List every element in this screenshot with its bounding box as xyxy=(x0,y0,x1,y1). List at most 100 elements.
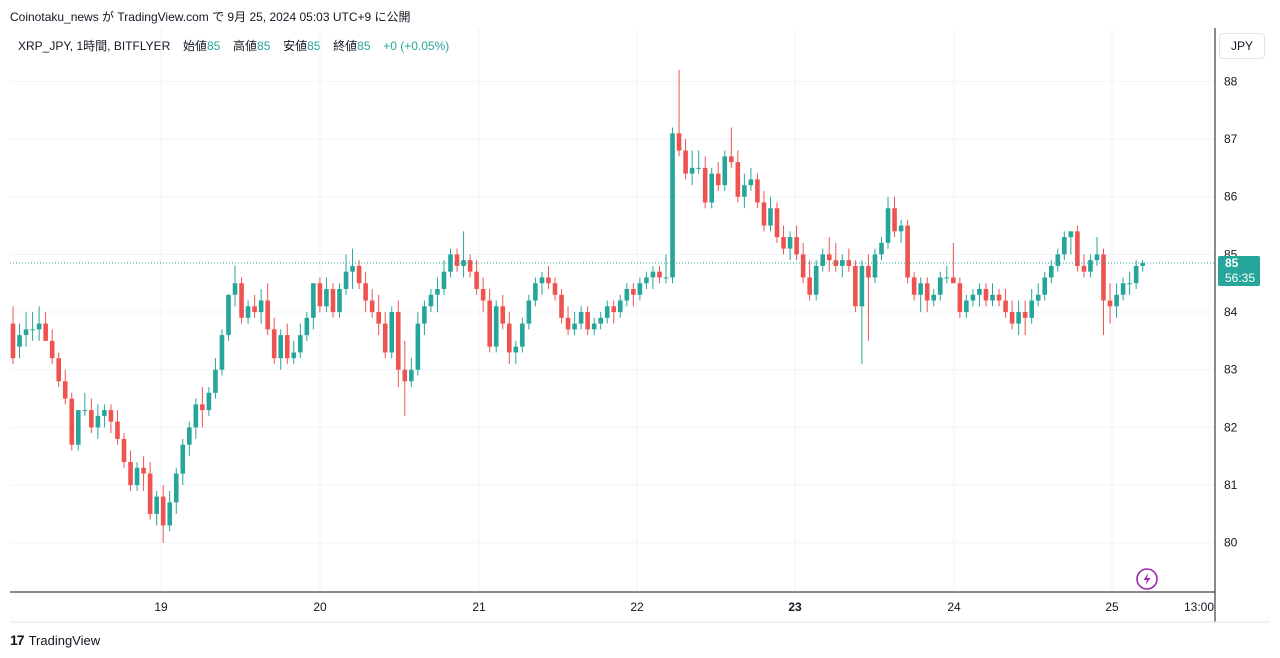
candle-body xyxy=(428,294,434,307)
candle-body xyxy=(180,444,186,474)
candle-body xyxy=(689,167,695,174)
candle-body xyxy=(513,346,519,353)
candle-body xyxy=(245,306,251,318)
candle-body xyxy=(23,329,29,336)
candle-body xyxy=(108,410,114,422)
candles-layer xyxy=(10,69,1145,543)
price-tick-label: 87 xyxy=(1224,132,1238,146)
low-label: 安値 xyxy=(283,39,308,53)
candle-body xyxy=(382,323,388,353)
symbol-info[interactable]: XRP_JPY, 1時間, BITFLYER xyxy=(18,39,171,53)
candle-body xyxy=(1114,294,1119,307)
candle-body xyxy=(546,277,551,284)
currency-button[interactable]: JPY xyxy=(1219,33,1265,59)
candle-body xyxy=(683,150,688,174)
candle-body xyxy=(559,294,564,318)
candle-body xyxy=(82,410,88,412)
candle-body xyxy=(298,335,303,353)
candle-body xyxy=(193,404,199,428)
time-axis[interactable]: 19 20 21 22 23 24 25 13:00 xyxy=(154,600,1214,614)
candle-body xyxy=(62,381,68,399)
candle-body xyxy=(422,306,427,324)
candle-body xyxy=(1140,263,1145,266)
tradingview-logo-icon: 17 xyxy=(10,632,25,648)
candle-body xyxy=(944,277,950,279)
time-tick-label: 19 xyxy=(154,600,168,614)
candle-body xyxy=(454,254,460,266)
candle-body xyxy=(918,283,923,295)
candle-body xyxy=(173,473,179,503)
candle-body xyxy=(102,410,107,416)
close-label: 終値 xyxy=(333,39,358,53)
candle-body xyxy=(435,288,440,295)
candle-body xyxy=(76,410,81,445)
candle-body xyxy=(526,300,532,324)
candle-body xyxy=(591,323,597,330)
candle-body xyxy=(1081,265,1087,272)
candle-body xyxy=(324,288,329,307)
candle-body xyxy=(735,162,741,197)
price-axis[interactable]: 88 87 86 85 84 83 82 81 80 xyxy=(1224,74,1238,549)
candle-body xyxy=(565,317,571,330)
candle-body xyxy=(742,185,747,197)
candle-body xyxy=(964,300,969,313)
candle-body xyxy=(239,283,244,318)
candle-body xyxy=(970,294,976,301)
candle-body xyxy=(650,271,656,278)
low-value: 85 xyxy=(307,39,321,53)
candle-body xyxy=(598,317,603,324)
candle-body xyxy=(983,288,989,301)
flash-icon[interactable] xyxy=(1136,568,1158,590)
candle-body xyxy=(892,208,897,232)
time-tick-label: 13:00 xyxy=(1184,600,1214,614)
candle-body xyxy=(937,277,943,295)
price-tick-label: 84 xyxy=(1224,305,1238,319)
candle-body xyxy=(924,283,930,301)
price-tick-label: 88 xyxy=(1224,74,1238,88)
candle-body xyxy=(1016,312,1021,324)
candle-body xyxy=(226,294,231,336)
candle-body xyxy=(1088,260,1093,272)
price-tag: 85 56:35 xyxy=(1218,256,1260,287)
candle-body xyxy=(17,335,22,347)
candle-body xyxy=(480,288,486,301)
candle-body xyxy=(657,271,662,278)
candle-body xyxy=(363,283,368,301)
candle-body xyxy=(369,300,375,313)
candle-body xyxy=(265,300,270,330)
candle-body xyxy=(167,502,173,526)
price-tick-label: 86 xyxy=(1224,190,1238,204)
candle-body xyxy=(1107,300,1113,307)
chart-grid xyxy=(10,28,1215,592)
candle-body xyxy=(670,133,675,278)
candle-body xyxy=(957,283,963,313)
candle-body xyxy=(715,173,721,186)
candle-body xyxy=(572,323,577,330)
candle-body xyxy=(219,335,225,370)
candle-body xyxy=(846,260,852,266)
candle-body xyxy=(409,369,414,382)
candle-body xyxy=(1127,283,1132,285)
candle-body xyxy=(905,225,910,278)
candle-body xyxy=(160,496,166,526)
high-label: 高値 xyxy=(233,39,258,53)
candle-body xyxy=(206,392,212,411)
candle-body xyxy=(794,237,799,255)
candle-body xyxy=(676,133,682,151)
candle-body xyxy=(147,473,153,514)
candle-body xyxy=(1120,283,1126,295)
footer-brand[interactable]: 17 TradingView xyxy=(10,632,100,648)
candle-body xyxy=(461,260,466,266)
high-value: 85 xyxy=(257,39,271,53)
candle-body xyxy=(1003,300,1008,313)
candle-body xyxy=(624,288,630,301)
candle-body xyxy=(448,254,453,272)
candle-body xyxy=(748,179,754,186)
candle-body xyxy=(702,167,708,203)
candle-body xyxy=(663,277,669,279)
candle-body xyxy=(49,340,55,359)
candle-body xyxy=(389,312,395,353)
candle-body xyxy=(1009,312,1015,324)
candle-body xyxy=(43,323,48,341)
